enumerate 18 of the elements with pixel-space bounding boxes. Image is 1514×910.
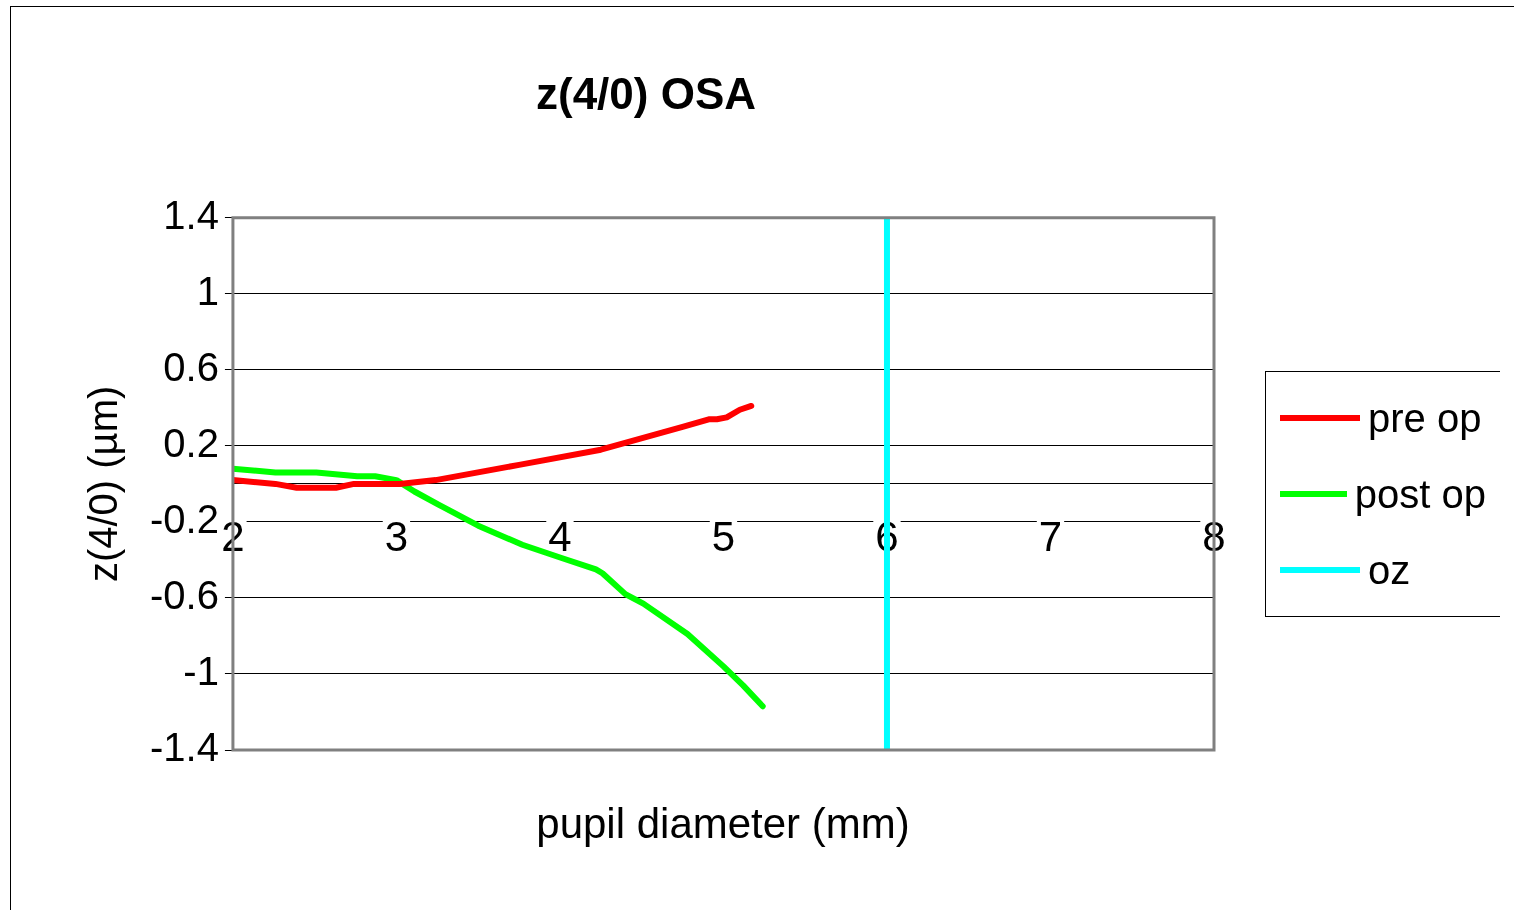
x-tick-label: 3 bbox=[384, 512, 409, 560]
y-axis-title: z(4/0) (µm) bbox=[81, 385, 126, 583]
y-tick-label: 1 bbox=[196, 268, 219, 313]
x-tick-label: 7 bbox=[1038, 512, 1063, 560]
y-tick-label: -0.2 bbox=[149, 496, 219, 541]
legend-label: oz bbox=[1368, 547, 1411, 594]
y-tick-label: 0.2 bbox=[163, 420, 219, 465]
y-tick-label: 1.4 bbox=[163, 192, 219, 237]
y-tick-label: -1 bbox=[183, 649, 219, 693]
x-tick-label: 5 bbox=[711, 512, 736, 560]
legend-label: post op bbox=[1354, 471, 1486, 518]
x-tick-label: 4 bbox=[548, 512, 572, 560]
legend-label: pre op bbox=[1368, 395, 1482, 442]
y-tick-label: -1.4 bbox=[149, 725, 219, 770]
chart-title: z(4/0) OSA bbox=[535, 68, 757, 118]
x-axis-title: pupil diameter (mm) bbox=[535, 800, 911, 848]
y-tick-label: -0.6 bbox=[149, 572, 219, 617]
y-tick-label: 0.6 bbox=[163, 344, 219, 389]
